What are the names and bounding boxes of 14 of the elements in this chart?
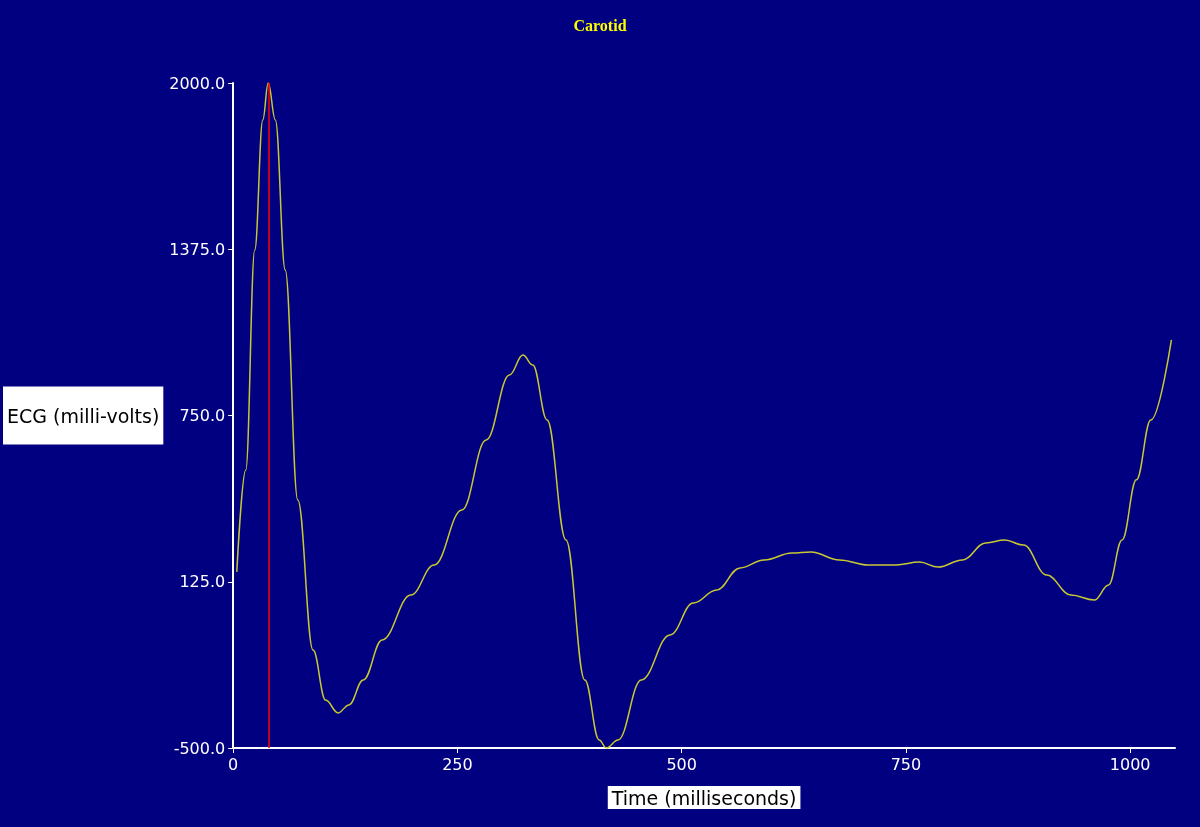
chart-title: Carotid [573,16,627,34]
x-tick-label: 0 [228,754,239,774]
y-tick-label: -500.0 [173,738,226,758]
x-tick-label: 1000 [1109,754,1151,774]
line-series [236,82,1173,749]
x-tick-label: 500 [666,754,697,774]
x-tick-label: 750 [890,754,922,774]
x-axis-title: Time (milliseconds) [610,786,797,809]
y-tick-label: 125.0 [179,572,226,592]
x-tick-label: 250 [442,754,473,774]
y-tick-label: 2000.0 [169,73,226,93]
y-axis-title: ECG (milli-volts) [7,404,160,427]
y-tick-label: 750.0 [179,406,226,425]
y-tick-label: 1375.0 [169,239,226,259]
